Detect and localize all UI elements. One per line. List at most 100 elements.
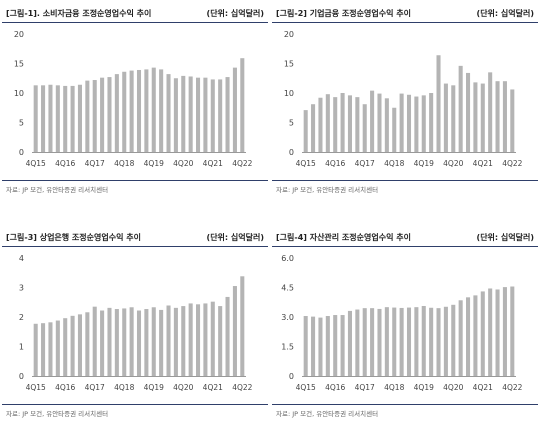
- footer-rule: [272, 404, 538, 405]
- x-tick-label: 4Q22: [232, 159, 252, 168]
- bar: [136, 69, 142, 152]
- bar: [100, 310, 105, 376]
- bar: [399, 93, 404, 152]
- x-tick-label: 4Q22: [232, 383, 252, 392]
- bar: [232, 67, 237, 152]
- footer-rule: [272, 180, 538, 181]
- bar: [377, 93, 382, 152]
- unit-label: (단위: 십억달러): [476, 9, 534, 18]
- bar: [107, 307, 112, 376]
- bar: [495, 81, 500, 152]
- bar: [210, 301, 215, 376]
- panel-header: [그림-4] 자산관리 조정순영업수익 추이 (단위: 십억달러): [272, 230, 538, 247]
- bar: [347, 310, 352, 376]
- bar: [181, 75, 186, 152]
- bar: [333, 315, 338, 376]
- y-tick-label: 0: [19, 372, 24, 381]
- bar: [370, 308, 375, 376]
- bar: [429, 307, 434, 376]
- bar: [159, 69, 164, 152]
- x-tick-label: 4Q16: [325, 383, 345, 392]
- y-tick-label: 15: [284, 60, 294, 69]
- bar: [218, 79, 223, 152]
- bar: [41, 323, 46, 376]
- panel-header: [그림-1]. 소비자금융 조정순영업수익 추이 (단위: 십억달러): [2, 6, 268, 23]
- panel-title: [그림-4] 자산관리 조정순영업수익 추이: [276, 233, 411, 242]
- bar: [188, 303, 193, 376]
- chart-panel-3: [그림-3] 상업은행 조정순영업수익 추이 (단위: 십억달러) 0 1 2 3 4 4…: [2, 226, 268, 438]
- unit-label: (단위: 십억달러): [206, 233, 264, 242]
- chart-panel-1: [그림-1]. 소비자금융 조정순영업수익 추이 (단위: 십억달러) 0 5 10…: [2, 2, 268, 214]
- bar: [392, 307, 397, 376]
- bar: [488, 288, 493, 376]
- panel-header: [그림-3] 상업은행 조정순영업수익 추이 (단위: 십억달러): [2, 230, 268, 247]
- bar: [318, 97, 323, 152]
- x-tick-label: 4Q18: [384, 383, 404, 392]
- bar: [458, 65, 463, 152]
- bar: [122, 71, 127, 152]
- x-tick-label: 4Q16: [325, 159, 345, 168]
- bar: [181, 306, 186, 376]
- x-tick-label: 4Q15: [26, 383, 46, 392]
- bar: [384, 98, 389, 152]
- bar: [347, 95, 352, 152]
- bar: [166, 305, 171, 376]
- x-tick-label: 4Q18: [114, 159, 134, 168]
- bar: [173, 78, 178, 152]
- bar: [414, 307, 419, 376]
- bar-chart: 0 1.5 3.0 4.5 6.0 4Q15 4Q16 4Q17 4Q18 4Q19 4Q20 4Q2…: [281, 254, 522, 392]
- y-tick-label: 20: [14, 30, 24, 39]
- bar: [159, 309, 164, 376]
- bar: [406, 307, 412, 376]
- x-tick-label: 4Q17: [355, 383, 375, 392]
- x-tick-label: 4Q22: [502, 159, 522, 168]
- bar: [55, 320, 60, 376]
- bar: [77, 314, 82, 376]
- bar: [392, 107, 397, 152]
- x-tick-label: 4Q20: [173, 159, 193, 168]
- bar: [443, 306, 448, 376]
- bar: [458, 300, 463, 376]
- bar: [129, 70, 134, 152]
- bar: [502, 81, 507, 152]
- x-tick-label: 4Q21: [203, 383, 223, 392]
- x-tick-label: 4Q20: [443, 383, 463, 392]
- source-note: 자료: JP 모건, 유안타증권 리서치센터: [276, 410, 379, 418]
- bar: [92, 80, 97, 152]
- y-tick-label: 4.5: [281, 284, 294, 293]
- bar: [318, 317, 323, 376]
- bar: [480, 83, 485, 152]
- bar: [384, 307, 389, 376]
- bar: [370, 90, 375, 152]
- bar: [406, 94, 412, 152]
- bar: [436, 308, 441, 376]
- bar: [144, 309, 149, 376]
- bar: [63, 318, 68, 376]
- bar: [443, 83, 448, 152]
- x-tick-label: 4Q15: [296, 383, 316, 392]
- x-tick-label: 4Q17: [355, 159, 375, 168]
- y-tick-label: 5: [19, 119, 24, 128]
- y-tick-label: 10: [14, 89, 24, 98]
- panel-title: [그림-1]. 소비자금융 조정순영업수익 추이: [6, 9, 152, 18]
- bar: [466, 72, 471, 152]
- x-tick-label: 4Q17: [85, 159, 105, 168]
- source-note: 자료: JP 모건, 유안타증권 리서치센터: [6, 186, 109, 194]
- y-tick-label: 1: [19, 343, 24, 352]
- source-note: 자료: JP 모건, 유안타증권 리서치센터: [6, 410, 109, 418]
- chart-panel-4: [그림-4] 자산관리 조정순영업수익 추이 (단위: 십억달러) 0 1.5 3.…: [272, 226, 538, 438]
- bar: [495, 289, 500, 376]
- bar: [48, 322, 53, 376]
- bar: [33, 323, 38, 376]
- bar: [129, 307, 134, 376]
- bar: [151, 307, 156, 376]
- bar: [510, 89, 515, 152]
- x-tick-label: 4Q18: [384, 159, 404, 168]
- source-note: 자료: JP 모건, 유안타증권 리서치센터: [276, 186, 379, 194]
- bar: [33, 85, 38, 152]
- bar: [196, 304, 201, 376]
- bar: [311, 104, 316, 152]
- y-tick-label: 20: [284, 30, 294, 39]
- bar: [85, 312, 90, 376]
- bar: [63, 85, 68, 152]
